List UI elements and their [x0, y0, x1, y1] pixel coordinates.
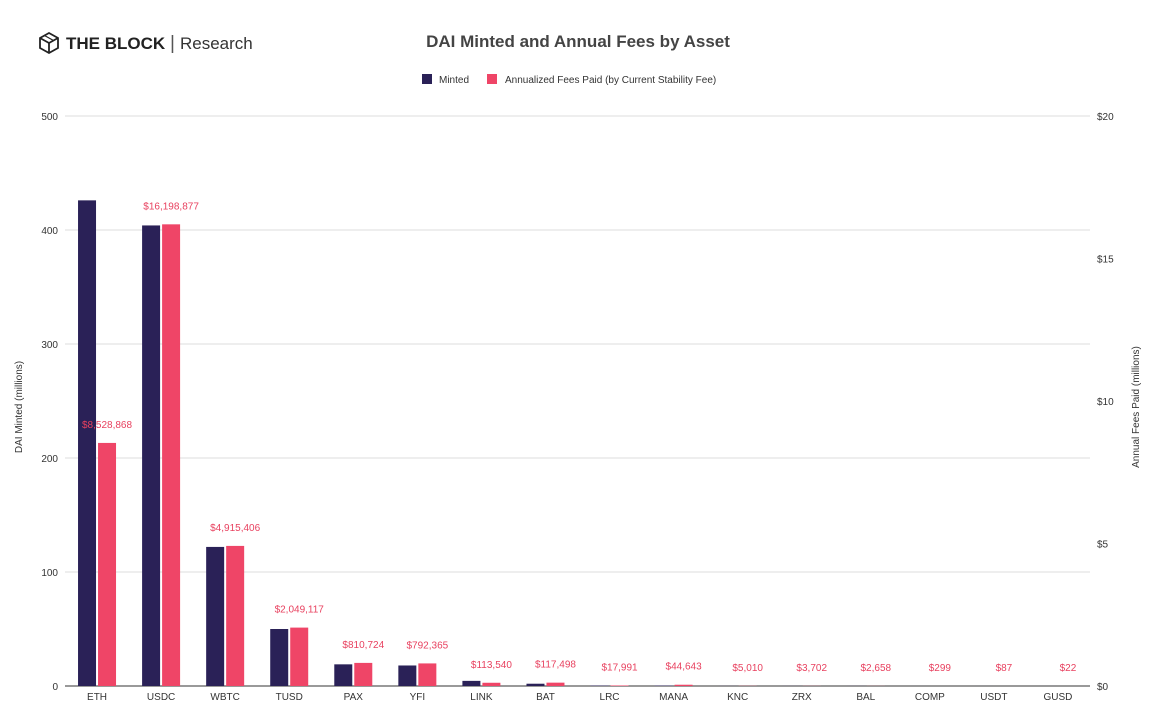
x-tick-label: KNC	[727, 692, 748, 703]
legend-label-fees: Annualized Fees Paid (by Current Stabili…	[505, 75, 716, 86]
x-tick-label: YFI	[410, 692, 426, 703]
legend-swatch-minted	[422, 74, 432, 84]
left-tick-label: 500	[41, 112, 58, 123]
bar-minted-link	[462, 680, 481, 686]
bar-fees-yfi	[418, 663, 437, 686]
left-tick-label: 100	[41, 568, 58, 579]
x-tick-label: LINK	[470, 692, 493, 703]
fee-data-labels: $8,528,868 $16,198,877 $4,915,406 $2,049,11…	[82, 201, 1077, 674]
legend: Minted Annualized Fees Paid (by Current …	[422, 74, 716, 86]
x-tick-label: ETH	[87, 692, 107, 703]
fee-data-label: $22	[1060, 663, 1077, 674]
x-tick-label: GUSD	[1044, 692, 1073, 703]
left-tick-label: 300	[41, 340, 58, 351]
bar-fees-wbtc	[226, 545, 245, 686]
legend-swatch-fees	[487, 74, 497, 84]
fee-data-label: $299	[929, 663, 952, 674]
bar-fees-eth	[98, 442, 117, 686]
bar-minted-wbtc	[206, 546, 225, 686]
x-tick-label: ZRX	[792, 692, 812, 703]
x-axis-labels: ETH USDC WBTC TUSD PAX YFI LINK BAT LRC MANA KNC ZR…	[87, 692, 1072, 703]
right-tick-label: $5	[1097, 540, 1109, 551]
x-tick-label: TUSD	[276, 692, 303, 703]
bar-fees-mana	[674, 684, 693, 686]
bars	[78, 200, 1077, 687]
brand-logo: THE BLOCK | Research	[39, 31, 253, 55]
left-axis-label: DAI Minted (millions)	[14, 361, 25, 453]
fee-data-label: $44,643	[666, 662, 703, 673]
brand-separator: |	[170, 33, 175, 54]
bar-minted-tusd	[270, 629, 289, 686]
chart-title: DAI Minted and Annual Fees by Asset	[426, 32, 730, 51]
x-tick-label: BAT	[536, 692, 555, 703]
bar-minted-usdc	[142, 225, 161, 686]
left-axis-ticks: 0 100 200 300 400 500	[41, 112, 58, 693]
x-tick-label: WBTC	[210, 692, 239, 703]
left-tick-label: 400	[41, 226, 58, 237]
x-tick-label: LRC	[600, 692, 620, 703]
fee-data-label: $4,915,406	[210, 523, 260, 534]
fee-data-label: $2,049,117	[275, 605, 325, 616]
x-tick-label: BAL	[856, 692, 875, 703]
x-tick-label: USDC	[147, 692, 175, 703]
bar-fees-link	[482, 682, 501, 686]
x-tick-label: MANA	[659, 692, 688, 703]
cube-logo-icon	[39, 31, 59, 55]
brand-name: THE BLOCK	[66, 34, 166, 53]
right-tick-label: $10	[1097, 397, 1114, 408]
fee-data-label: $87	[996, 663, 1013, 674]
right-tick-label: $0	[1097, 682, 1109, 693]
right-tick-label: $15	[1097, 255, 1114, 266]
left-tick-label: 0	[52, 682, 58, 693]
fee-data-label: $113,540	[471, 660, 512, 671]
bar-fees-tusd	[290, 627, 309, 686]
fee-data-label: $792,365	[406, 640, 448, 651]
x-tick-label: COMP	[915, 692, 945, 703]
bar-minted-eth	[78, 200, 97, 687]
fee-data-label: $17,991	[601, 662, 638, 673]
fee-data-label: $16,198,877	[143, 201, 199, 212]
fee-data-label: $5,010	[732, 663, 763, 674]
bar-minted-pax	[334, 664, 353, 686]
fee-data-label: $8,528,868	[82, 420, 132, 431]
bar-fees-lrc	[610, 685, 629, 686]
x-tick-label: USDT	[980, 692, 1007, 703]
fee-data-label: $810,724	[342, 640, 384, 651]
brand-research: Research	[180, 34, 253, 53]
x-tick-label: PAX	[344, 692, 364, 703]
bar-fees-usdc	[162, 224, 181, 686]
fee-data-label: $2,658	[860, 663, 891, 674]
fee-data-label: $3,702	[796, 663, 827, 674]
bar-fees-bat	[546, 682, 565, 686]
right-axis-label: Annual Fees Paid (millions)	[1131, 346, 1142, 468]
bar-minted-bat	[526, 683, 545, 686]
left-tick-label: 200	[41, 454, 58, 465]
fee-data-label: $117,498	[535, 660, 576, 671]
bar-fees-pax	[354, 662, 373, 686]
right-axis-ticks: $0 $5 $10 $15 $20	[1097, 112, 1114, 693]
right-tick-label: $20	[1097, 112, 1114, 123]
legend-label-minted: Minted	[439, 75, 469, 86]
bar-minted-yfi	[398, 665, 417, 686]
